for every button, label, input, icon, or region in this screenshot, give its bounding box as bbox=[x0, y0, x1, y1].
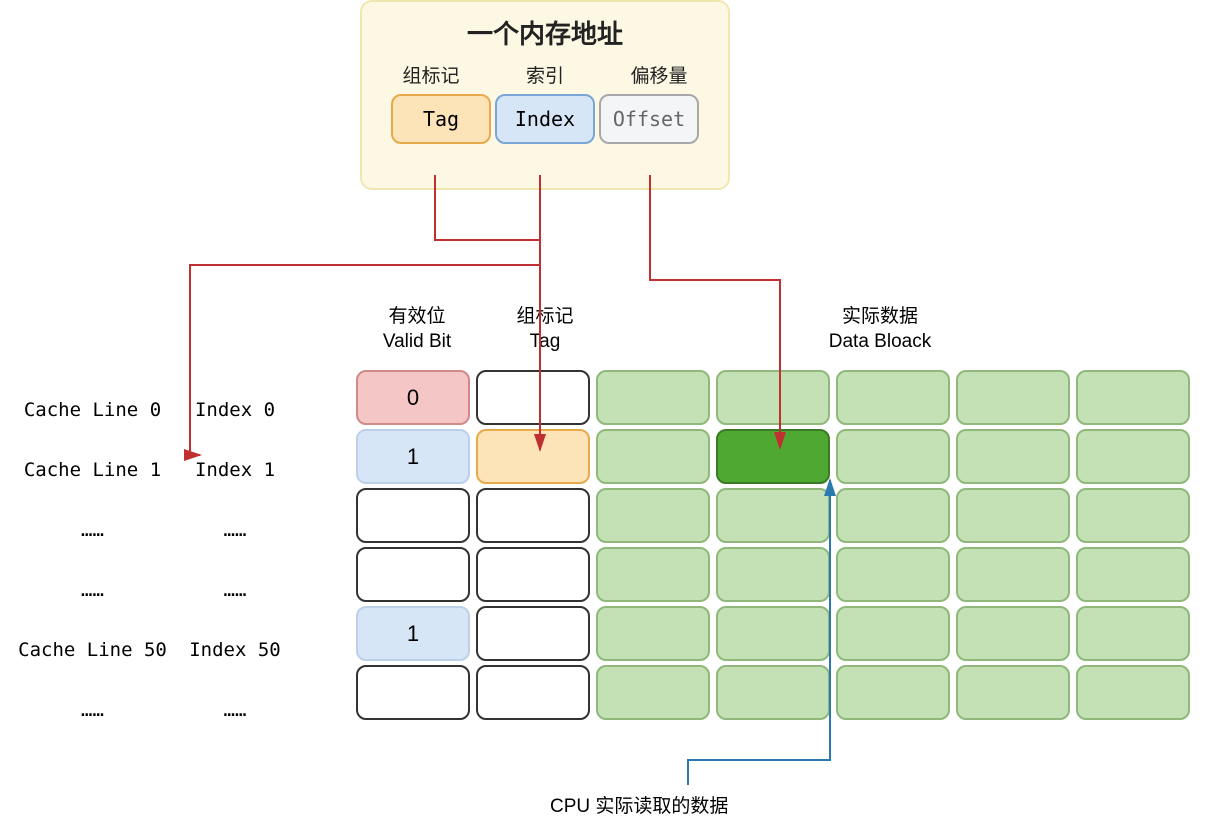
index-label: Index 1 bbox=[170, 459, 300, 481]
header-valid-en: Valid Bit bbox=[383, 331, 451, 352]
data-cell bbox=[1076, 429, 1190, 484]
tag-cell bbox=[476, 547, 590, 602]
cache-table: 011 bbox=[356, 370, 1190, 724]
data-cell bbox=[596, 547, 710, 602]
addr-parts-row: Tag Index Offset bbox=[374, 94, 716, 144]
label-tag: 组标记 bbox=[374, 61, 488, 88]
cache-row bbox=[356, 665, 1190, 720]
valid-cell: 1 bbox=[356, 429, 470, 484]
data-cell bbox=[956, 370, 1070, 425]
data-cell bbox=[596, 370, 710, 425]
data-cell bbox=[836, 488, 950, 543]
data-cell bbox=[716, 547, 830, 602]
label-offset: 偏移量 bbox=[602, 61, 716, 88]
cache-row: 1 bbox=[356, 429, 1190, 484]
data-cell bbox=[1076, 547, 1190, 602]
data-cell-selected bbox=[716, 429, 830, 484]
data-cell bbox=[1076, 488, 1190, 543]
tag-cell bbox=[476, 665, 590, 720]
tag-cell bbox=[476, 429, 590, 484]
valid-cell: 1 bbox=[356, 606, 470, 661]
data-cell bbox=[836, 370, 950, 425]
data-cell bbox=[596, 488, 710, 543]
part-offset: Offset bbox=[599, 94, 699, 144]
data-cell bbox=[956, 665, 1070, 720]
left-row: Cache Line 1Index 1 bbox=[15, 440, 300, 500]
cache-row: 0 bbox=[356, 370, 1190, 425]
index-label: …… bbox=[170, 519, 300, 541]
cache-line-label: Cache Line 1 bbox=[15, 459, 170, 481]
data-cell bbox=[1076, 665, 1190, 720]
cache-row bbox=[356, 488, 1190, 543]
valid-cell bbox=[356, 488, 470, 543]
header-tag: 组标记 Tag bbox=[490, 305, 600, 354]
valid-cell bbox=[356, 547, 470, 602]
index-label: Index 50 bbox=[170, 639, 300, 661]
data-cell bbox=[956, 488, 1070, 543]
header-valid-cn: 有效位 bbox=[388, 306, 445, 327]
data-cell bbox=[956, 606, 1070, 661]
data-cell bbox=[836, 665, 950, 720]
header-tag-en: Tag bbox=[530, 331, 561, 352]
label-index: 索引 bbox=[488, 61, 602, 88]
data-cell bbox=[836, 547, 950, 602]
data-cell bbox=[596, 606, 710, 661]
valid-cell bbox=[356, 665, 470, 720]
index-label: …… bbox=[170, 699, 300, 721]
cache-line-label: Cache Line 50 bbox=[15, 639, 170, 661]
cache-line-label: …… bbox=[15, 699, 170, 721]
data-cell bbox=[836, 606, 950, 661]
cache-row bbox=[356, 547, 1190, 602]
data-cell bbox=[1076, 370, 1190, 425]
left-row: ………… bbox=[15, 560, 300, 620]
cpu-read-label: CPU 实际读取的数据 bbox=[550, 791, 728, 818]
part-tag: Tag bbox=[391, 94, 491, 144]
cache-line-label: …… bbox=[15, 579, 170, 601]
data-cell bbox=[956, 429, 1070, 484]
data-cell bbox=[1076, 606, 1190, 661]
part-index: Index bbox=[495, 94, 595, 144]
cache-row: 1 bbox=[356, 606, 1190, 661]
left-row: Cache Line 0Index 0 bbox=[15, 380, 300, 440]
left-row: Cache Line 50Index 50 bbox=[15, 620, 300, 680]
header-data-en: Data Bloack bbox=[829, 331, 931, 352]
header-tag-cn: 组标记 bbox=[516, 306, 573, 327]
data-cell bbox=[716, 488, 830, 543]
left-row: ………… bbox=[15, 500, 300, 560]
index-label: Index 0 bbox=[170, 399, 300, 421]
cache-line-label: …… bbox=[15, 519, 170, 541]
address-box: 一个内存地址 组标记 索引 偏移量 Tag Index Offset bbox=[360, 0, 730, 190]
data-cell bbox=[596, 665, 710, 720]
tag-cell bbox=[476, 488, 590, 543]
left-labels: Cache Line 0Index 0Cache Line 1Index 1……… bbox=[15, 380, 300, 740]
addr-labels-row: 组标记 索引 偏移量 bbox=[374, 61, 716, 88]
data-cell bbox=[596, 429, 710, 484]
tag-cell bbox=[476, 606, 590, 661]
data-cell bbox=[716, 370, 830, 425]
header-data-cn: 实际数据 bbox=[842, 306, 918, 327]
cache-line-label: Cache Line 0 bbox=[15, 399, 170, 421]
header-valid: 有效位 Valid Bit bbox=[362, 305, 472, 354]
data-cell bbox=[716, 665, 830, 720]
address-title: 一个内存地址 bbox=[374, 14, 716, 51]
valid-cell: 0 bbox=[356, 370, 470, 425]
left-row: ………… bbox=[15, 680, 300, 740]
header-data: 实际数据 Data Bloack bbox=[800, 305, 960, 354]
tag-cell bbox=[476, 370, 590, 425]
index-label: …… bbox=[170, 579, 300, 601]
data-cell bbox=[836, 429, 950, 484]
data-cell bbox=[956, 547, 1070, 602]
data-cell bbox=[716, 606, 830, 661]
